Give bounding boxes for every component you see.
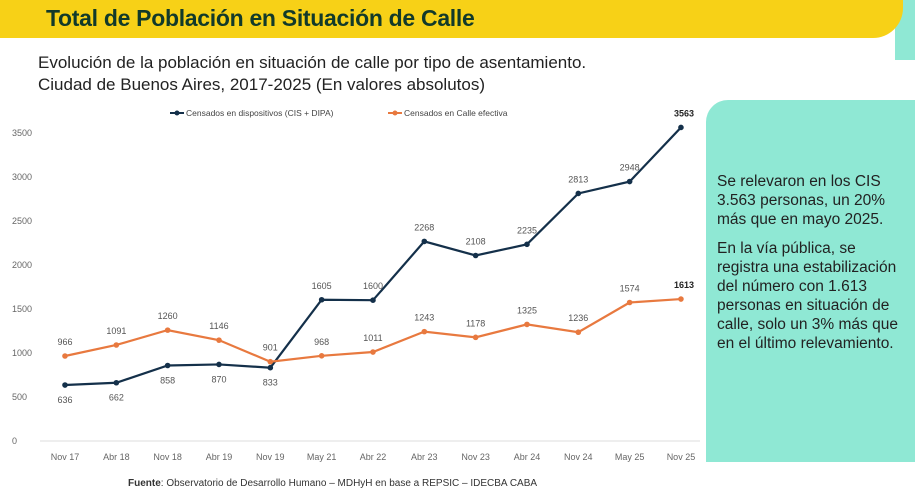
data-label: 1613	[674, 280, 694, 290]
y-tick-label: 1500	[12, 304, 32, 314]
data-point	[164, 327, 171, 333]
data-label: 2108	[466, 236, 486, 246]
data-point	[370, 297, 376, 303]
data-label: 2813	[568, 174, 588, 184]
legend-marker	[174, 110, 180, 116]
y-tick-label: 3000	[12, 172, 32, 182]
header-banner: Total de Población en Situación de Calle	[0, 0, 903, 38]
data-point	[62, 382, 68, 388]
summary-via-publica: En la vía pública, se registra una estab…	[717, 240, 898, 352]
data-label: 1325	[517, 305, 537, 315]
line-chart: 0 500 1000 1500 2000 2500 3000 3500 Nov 17 Abr 18…	[12, 108, 700, 462]
data-label: 662	[109, 393, 124, 403]
y-tick-label: 2000	[12, 260, 32, 270]
subtitle-line2: Ciudad de Buenos Aires, 2017-2025 (En va…	[38, 75, 486, 94]
x-tick-label: May 21	[307, 452, 337, 462]
data-label: 636	[57, 395, 72, 405]
x-tick-label: Abr 19	[206, 452, 233, 462]
data-label: 3563	[674, 108, 694, 118]
data-point	[216, 361, 222, 368]
data-label: 1011	[363, 333, 382, 343]
data-label: 858	[160, 375, 175, 385]
data-point	[216, 337, 222, 343]
x-tick-label: Abr 18	[103, 452, 130, 462]
data-point	[113, 342, 120, 348]
data-point	[626, 299, 633, 306]
data-label: 1605	[312, 281, 332, 291]
data-point	[524, 241, 530, 248]
summary-cis: Se relevaron en los CIS 3.563 personas, …	[717, 173, 886, 228]
x-tick-label: Abr 22	[360, 452, 387, 462]
subtitle-line1: Evolución de la población en situación d…	[38, 53, 587, 72]
data-point	[626, 178, 633, 185]
data-label: 2948	[620, 163, 640, 173]
y-tick-label: 3500	[12, 128, 32, 138]
data-label: 1178	[466, 318, 485, 328]
y-tick-label: 0	[12, 436, 17, 446]
data-label: 901	[263, 343, 278, 353]
source-note: Fuente: Observatorio de Desarrollo Human…	[128, 478, 537, 489]
x-tick-label: Nov 23	[461, 452, 490, 462]
legend-marker	[392, 110, 398, 116]
data-point	[164, 362, 171, 369]
x-tick-label: May 25	[615, 452, 645, 462]
data-point	[421, 328, 428, 335]
data-point	[678, 124, 684, 131]
data-point	[678, 296, 684, 302]
source-label: Fuente	[128, 478, 161, 489]
x-tick-label: Nov 24	[564, 452, 593, 462]
x-tick-label: Nov 25	[667, 452, 696, 462]
legend-label: Censados en dispositivos (CIS + DIPA)	[186, 108, 334, 118]
data-point	[318, 296, 325, 303]
data-label: 1091	[106, 326, 126, 336]
summary-panel: Se relevaron en los CIS 3.563 personas, …	[706, 100, 915, 462]
source-text: : Observatorio de Desarrollo Humano – MD…	[160, 478, 538, 489]
data-label: 1574	[620, 283, 640, 293]
data-label: 1236	[568, 313, 588, 323]
data-label: 968	[314, 337, 329, 347]
data-point	[575, 190, 582, 197]
data-point	[421, 238, 428, 245]
data-point	[472, 334, 479, 341]
data-label: 966	[57, 337, 72, 347]
data-point	[472, 252, 479, 259]
data-label: 1260	[158, 311, 178, 321]
data-point	[575, 329, 582, 336]
data-point	[113, 379, 120, 386]
legend-label: Censados en Calle efectiva	[404, 108, 508, 118]
x-tick-label: Nov 18	[153, 452, 182, 462]
y-tick-label: 1000	[12, 348, 32, 358]
data-label: 2235	[517, 225, 537, 235]
series-line-0	[64, 126, 682, 387]
data-label: 2268	[414, 222, 434, 232]
data-label: 833	[263, 378, 278, 388]
data-label: 870	[211, 374, 226, 384]
y-tick-label: 500	[12, 392, 27, 402]
data-point	[267, 358, 274, 365]
data-label: 1600	[363, 281, 383, 291]
x-tick-label: Nov 19	[256, 452, 285, 462]
x-tick-label: Nov 17	[51, 452, 80, 462]
data-point	[370, 349, 376, 355]
y-tick-label: 2500	[12, 216, 32, 226]
data-label: 1146	[209, 321, 228, 331]
data-point	[524, 321, 530, 328]
data-point	[318, 353, 325, 359]
x-tick-label: Abr 23	[411, 452, 438, 462]
data-label: 1243	[414, 313, 434, 323]
x-tick-label: Abr 24	[514, 452, 541, 462]
page-title: Total de Población en Situación de Calle	[46, 5, 475, 31]
data-point	[267, 364, 274, 371]
data-point	[62, 353, 68, 359]
chart-subtitle: Evolución de la población en situación d…	[38, 52, 586, 96]
